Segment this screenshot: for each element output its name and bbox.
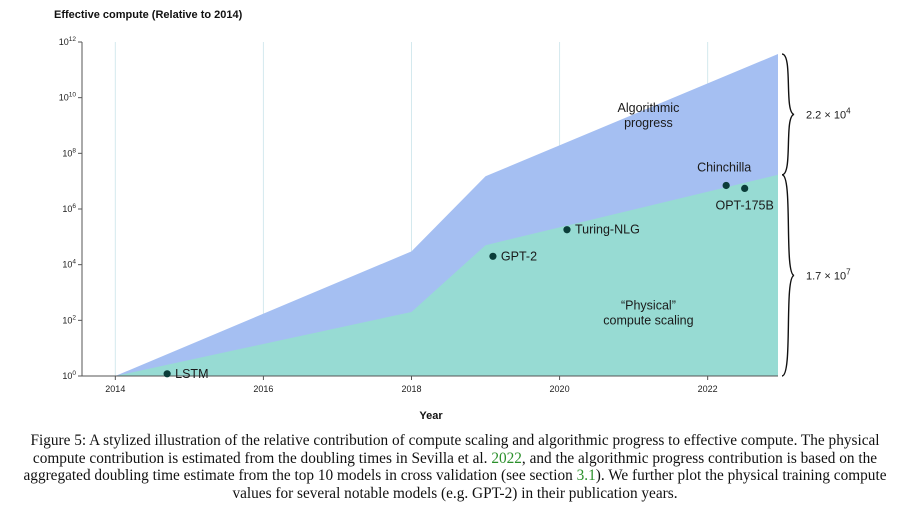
point-lstm [163, 370, 171, 378]
y-tick-label-6: 106 [62, 203, 76, 214]
braces: 2.2 × 104 1.7 × 107 [781, 53, 851, 377]
point-turing-nlg [563, 226, 571, 234]
point-opt-175b [741, 184, 749, 192]
y-tick-label-8: 108 [62, 147, 76, 158]
caption-middle: , and the algorithmic progress contribut… [23, 449, 878, 485]
brace-label-1: 2.2 × 104 [806, 106, 851, 121]
point-label-lstm: LSTM [175, 367, 208, 381]
x-tick-label-2014: 2014 [105, 384, 125, 394]
point-label-gpt-2: GPT-2 [501, 249, 537, 263]
caption-suffix: ). We further plot the physical training… [232, 467, 887, 502]
caption-citation-year[interactable]: 2022 [491, 449, 522, 467]
model-points: LSTM GPT-2 Turing-NLG Chinchilla OPT-175B [163, 160, 774, 381]
region-label-algorithmic: Algorithmic progress [618, 101, 680, 130]
physical-area [115, 174, 778, 376]
x-tick-label-2020: 2020 [550, 384, 570, 394]
point-gpt-2 [489, 252, 497, 260]
point-label-turing-nlg: Turing-NLG [575, 223, 640, 237]
region-labels: Algorithmic progress “Physical” compute sca… [603, 101, 693, 327]
brace-2 [781, 174, 795, 377]
axes: 2014 2016 2018 2020 2022 100 102 104 106 108 1010 1… [59, 36, 778, 394]
x-axis-title: Year [419, 410, 443, 422]
x-tick-label-2018: 2018 [401, 384, 421, 394]
x-tick-label-2016: 2016 [253, 384, 273, 394]
effective-compute-chart: Effective compute (Relative to 2014) 201… [54, 9, 851, 422]
y-tick-label-0: 100 [62, 370, 76, 381]
area-series [115, 54, 778, 377]
y-tick-label-2: 102 [62, 314, 76, 325]
point-label-opt-175b: OPT-175B [715, 198, 773, 212]
caption-section-link[interactable]: 3.1 [576, 467, 596, 485]
caption-prefix: Figure 5: A stylized illustration of the… [30, 432, 880, 467]
region-label-physical: “Physical” compute scaling [603, 298, 693, 327]
y-axis-title: Effective compute (Relative to 2014) [54, 9, 243, 21]
y-tick-label-12: 1012 [59, 36, 77, 47]
point-label-chinchilla: Chinchilla [697, 160, 751, 174]
y-tick-label-10: 1010 [59, 92, 77, 103]
brace-1 [781, 53, 795, 176]
brace-label-2: 1.7 × 107 [806, 267, 851, 282]
y-tick-label-4: 104 [62, 259, 76, 270]
point-chinchilla [722, 181, 730, 190]
figure-caption: Figure 5: A stylized illustration of the… [14, 432, 896, 502]
x-tick-label-2022: 2022 [698, 384, 718, 394]
